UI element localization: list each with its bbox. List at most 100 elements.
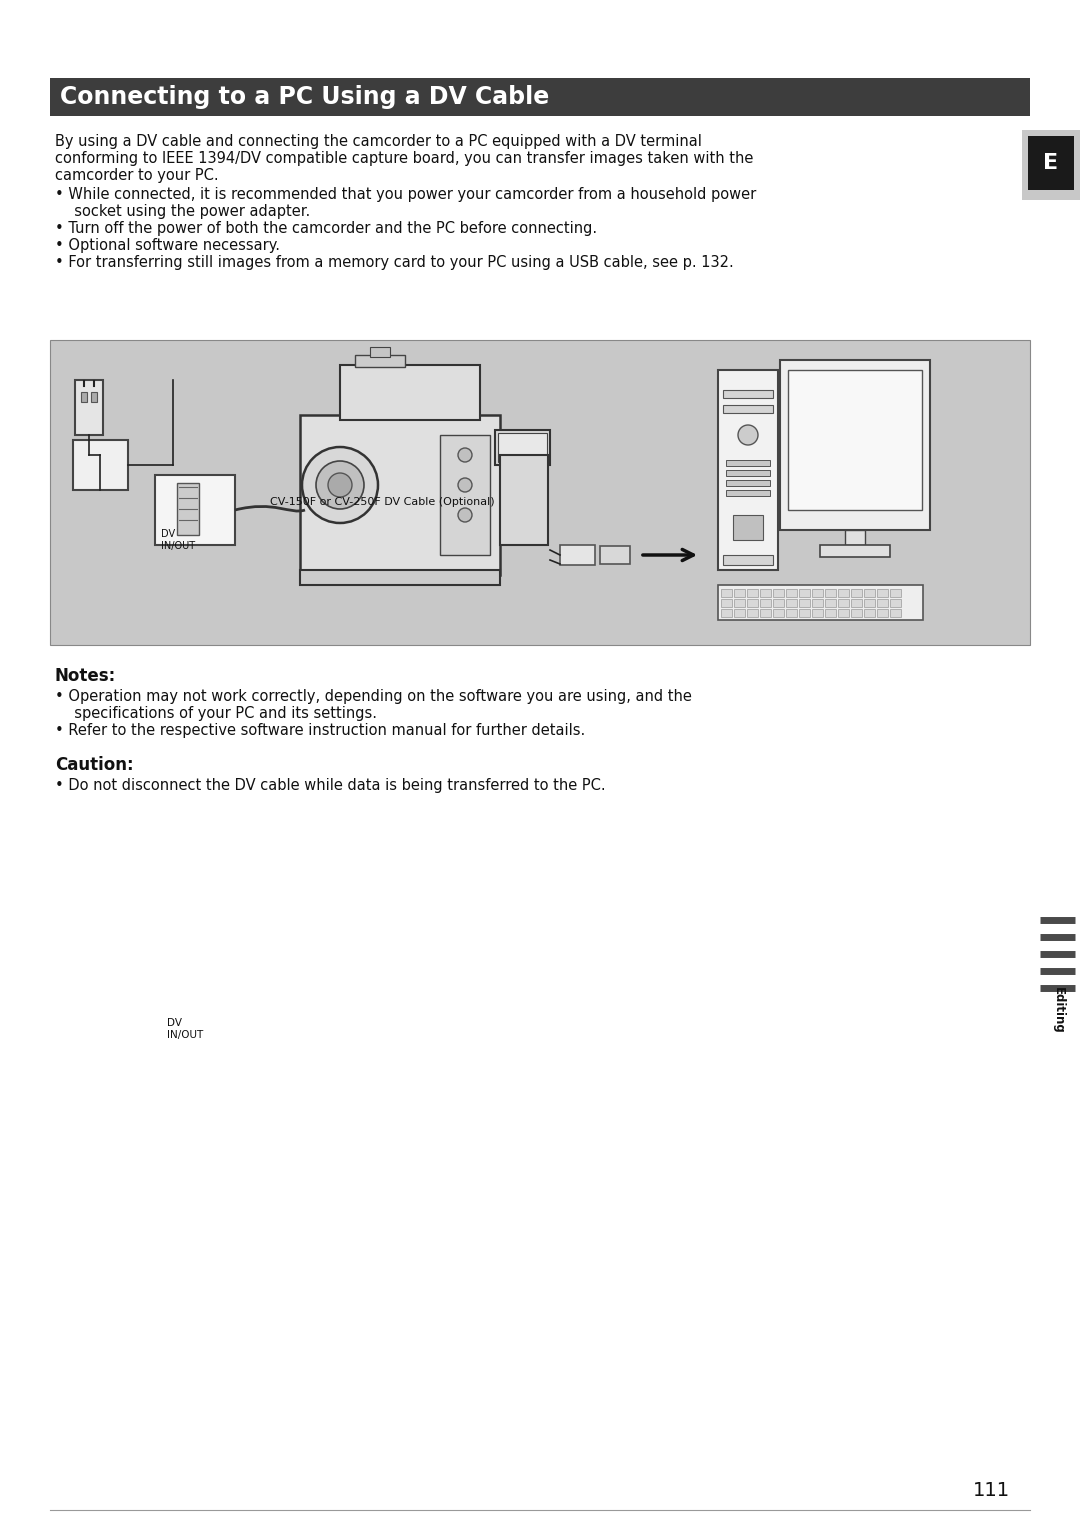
Bar [877,609,888,617]
Bar [799,589,810,597]
Bar [721,589,732,597]
Text: • Turn off the power of both the camcorder and the PC before connecting.: • Turn off the power of both the camcord… [55,221,597,237]
Bar [370,346,390,357]
Text: • For transferring still images from a memory card to your PC using a USB cable,: • For transferring still images from a m… [55,255,733,270]
Text: • Operation may not work correctly, depending on the software you are using, and: • Operation may not work correctly, depe… [55,690,692,703]
Bar [760,609,771,617]
Bar [890,609,901,617]
Bar [726,490,770,496]
Bar [773,600,784,607]
Bar [825,589,836,597]
Circle shape [316,461,364,510]
Bar [561,545,595,565]
Bar [838,600,849,607]
Text: Caution:: Caution: [55,755,134,774]
Bar [726,459,770,465]
Text: E: E [1043,153,1058,172]
Bar [760,600,771,607]
Text: socket using the power adapter.: socket using the power adapter. [65,204,310,220]
Bar [799,609,810,617]
Circle shape [458,449,472,462]
Bar [864,609,875,617]
Bar [877,589,888,597]
Circle shape [458,508,472,522]
Bar [734,609,745,617]
Bar [838,609,849,617]
Bar [851,589,862,597]
Bar [721,600,732,607]
Bar [300,571,500,584]
Text: • Refer to the respective software instruction manual for further details.: • Refer to the respective software instr… [55,723,585,739]
Bar [50,340,1030,645]
Bar [495,430,550,465]
Bar [773,589,784,597]
Text: CV-150F or CV-250F DV Cable (Optional): CV-150F or CV-250F DV Cable (Optional) [270,497,495,507]
Text: • While connected, it is recommended that you power your camcorder from a househ: • While connected, it is recommended tha… [55,188,756,201]
Text: • Do not disconnect the DV cable while data is being transferred to the PC.: • Do not disconnect the DV cable while d… [55,778,606,794]
Text: camcorder to your PC.: camcorder to your PC. [55,168,218,183]
Bar [600,546,630,565]
Bar [75,380,103,435]
Bar [723,404,773,414]
Circle shape [738,426,758,446]
Bar [91,392,97,401]
Text: DV
IN/OUT: DV IN/OUT [161,530,195,551]
Bar [838,589,849,597]
Bar [733,514,762,540]
Bar [440,435,490,555]
Bar [786,609,797,617]
Text: • Optional software necessary.: • Optional software necessary. [55,238,280,253]
Text: By using a DV cable and connecting the camcorder to a PC equipped with a DV term: By using a DV cable and connecting the c… [55,134,702,150]
Bar [864,589,875,597]
Bar [760,589,771,597]
Bar [50,78,1030,116]
Bar [825,600,836,607]
Bar [747,600,758,607]
Bar [734,589,745,597]
Bar [156,475,235,545]
Bar [718,584,923,620]
Bar [718,369,778,571]
Bar [825,609,836,617]
Bar [864,600,875,607]
Bar [851,600,862,607]
Bar [799,600,810,607]
Text: specifications of your PC and its settings.: specifications of your PC and its settin… [65,707,377,720]
Bar [845,530,865,545]
Bar [812,589,823,597]
Bar [812,609,823,617]
Circle shape [302,447,378,523]
Bar [780,360,930,530]
Text: Connecting to a PC Using a DV Cable: Connecting to a PC Using a DV Cable [60,85,550,108]
Bar [851,609,862,617]
Bar [500,455,548,545]
Bar [786,600,797,607]
Bar [812,600,823,607]
Bar [723,391,773,398]
Text: conforming to IEEE 1394/DV compatible capture board, you can transfer images tak: conforming to IEEE 1394/DV compatible ca… [55,151,754,166]
Bar [890,600,901,607]
Bar [1022,130,1080,200]
Bar [723,555,773,565]
Text: DV
IN/OUT: DV IN/OUT [167,1018,203,1039]
Bar [820,545,890,557]
Bar [1028,136,1074,191]
Bar [788,369,922,510]
Bar [747,609,758,617]
Bar [747,589,758,597]
Bar [786,589,797,597]
Bar [726,470,770,476]
Text: 111: 111 [973,1482,1010,1500]
Bar [498,433,546,462]
Bar [300,415,500,575]
Bar [73,439,129,490]
Text: Editing: Editing [1052,987,1065,1033]
Circle shape [328,473,352,497]
Bar [177,484,199,536]
Bar [726,481,770,485]
Bar [721,609,732,617]
Bar [355,356,405,366]
Bar [890,589,901,597]
Circle shape [458,478,472,491]
Bar [340,365,480,420]
